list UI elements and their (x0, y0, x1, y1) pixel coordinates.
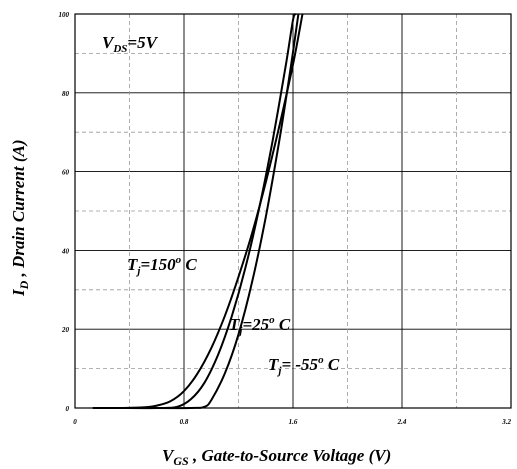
grid (75, 14, 512, 408)
y-tick-label: 60 (62, 169, 70, 177)
x-tick-label: 1.6 (289, 418, 298, 426)
y-tick-label: 40 (61, 247, 70, 255)
plot-frame (74, 13, 512, 409)
tjm55-annotation: Tj= -55o C (268, 354, 340, 377)
y-tick-label: 80 (62, 90, 70, 98)
y-tick-label: 100 (59, 11, 70, 19)
y-tick-label: 0 (66, 405, 70, 413)
vds-annotation: VDS=5V (102, 33, 159, 55)
x-axis-title: VGS , Gate-to-Source Voltage (V) (162, 446, 391, 468)
x-tick-label: 0 (73, 418, 77, 426)
x-tick-labels: 0 0.8 1.6 2.4 3.2 (73, 418, 511, 426)
curves (92, 13, 304, 410)
tj150-annotation: Tj=150o C (127, 254, 197, 277)
y-tick-labels: 0 20 40 60 80 100 (59, 11, 70, 413)
x-tick-label: 2.4 (397, 418, 407, 426)
x-tick-label: 0.8 (180, 418, 189, 426)
curve-tj-25 (115, 13, 297, 410)
x-tick-label: 3.2 (501, 418, 511, 426)
y-tick-label: 20 (61, 326, 70, 334)
tj25-annotation: Tj=25o C (229, 314, 291, 337)
y-axis-title: ID , Drain Current (A) (9, 139, 31, 297)
curve-tj-minus-55 (143, 13, 300, 410)
